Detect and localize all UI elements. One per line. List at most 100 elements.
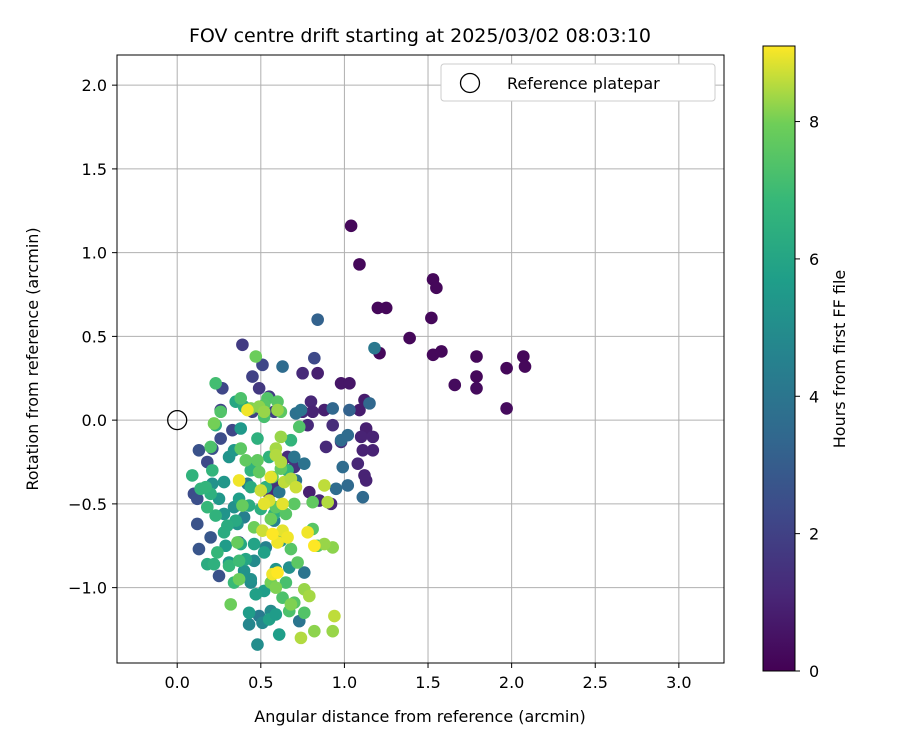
y-axis-ticks: −1.0 −0.5 0.0 0.5 1.0 1.5 2.0 (68, 76, 117, 598)
data-point (249, 350, 263, 363)
data-point (294, 403, 308, 417)
x-tick-label: 1.5 (415, 673, 440, 692)
data-point (363, 397, 376, 410)
data-point (311, 366, 324, 380)
colorbar-label: Hours from first FF file (830, 270, 849, 449)
data-point (214, 432, 227, 445)
data-point (207, 557, 221, 571)
data-point (368, 341, 381, 355)
data-point (269, 608, 283, 621)
data-point (366, 443, 380, 457)
data-point (271, 403, 284, 417)
x-tick-label: 1.0 (332, 673, 357, 692)
data-point (190, 492, 204, 506)
y-tick-label: −1.0 (68, 579, 107, 598)
data-point (354, 430, 368, 444)
data-point (287, 497, 301, 511)
y-tick-label: 1.0 (82, 244, 107, 263)
y-axis-label: Rotation from reference (arcmin) (23, 227, 42, 490)
data-point (351, 457, 365, 470)
data-point (192, 542, 206, 556)
data-point (232, 572, 246, 586)
data-point (366, 430, 380, 444)
data-point (284, 433, 298, 447)
data-point (470, 350, 483, 363)
data-point (341, 479, 355, 492)
data-point (232, 474, 246, 487)
data-point (234, 392, 248, 405)
data-point (341, 428, 355, 442)
x-tick-label: 0.5 (248, 673, 273, 692)
data-point (291, 556, 304, 569)
data-point (321, 495, 334, 509)
data-point (251, 432, 264, 445)
data-point (311, 313, 324, 326)
data-point (284, 542, 298, 556)
data-point (279, 507, 293, 521)
data-point (294, 631, 308, 645)
data-point (211, 546, 224, 559)
y-tick-label: 0.0 (82, 411, 107, 430)
data-point (517, 350, 530, 363)
data-point (241, 403, 254, 417)
data-point (281, 531, 294, 544)
y-tick-label: 2.0 (82, 76, 107, 95)
data-point (303, 589, 316, 603)
reference-platepar-marker (167, 409, 188, 431)
legend: Reference platepar (440, 63, 716, 102)
data-point (353, 403, 366, 417)
data-point (326, 418, 340, 432)
data-point (219, 539, 232, 553)
data-point (356, 443, 370, 457)
chart-title: FOV centre drift starting at 2025/03/02 … (189, 25, 651, 47)
data-point (269, 581, 283, 594)
data-point (297, 606, 311, 620)
data-point (343, 403, 356, 417)
legend-marker-icon (459, 72, 481, 94)
data-point (254, 484, 268, 497)
data-point (231, 536, 244, 549)
data-point (249, 588, 263, 601)
colorbar-tick-label: 8 (809, 113, 819, 132)
data-point (276, 591, 289, 604)
colorbar-ticks: 0 2 4 6 8 (795, 113, 819, 681)
data-point (232, 554, 246, 568)
data-point (207, 417, 221, 430)
data-point (256, 524, 269, 537)
data-points (167, 219, 532, 651)
data-point (251, 638, 264, 651)
data-point (318, 479, 331, 492)
plot-area-frame (116, 54, 725, 664)
data-point (190, 517, 204, 531)
data-point (308, 351, 321, 365)
data-point (272, 628, 286, 641)
data-point (257, 405, 271, 419)
data-point (256, 358, 269, 372)
data-point (284, 598, 298, 611)
data-point (435, 345, 448, 358)
data-point (252, 465, 266, 479)
data-point (297, 566, 311, 579)
data-point (209, 509, 222, 522)
data-point (234, 442, 248, 455)
data-point (287, 450, 301, 464)
data-point (318, 537, 331, 551)
data-point (425, 311, 438, 325)
y-tick-label: 0.5 (82, 327, 107, 346)
data-point (308, 539, 321, 553)
data-point (257, 497, 271, 511)
colorbar-tick-label: 4 (809, 387, 819, 406)
data-point (236, 338, 249, 352)
data-point (244, 480, 258, 494)
data-point (518, 360, 532, 373)
data-point (304, 395, 318, 409)
data-point (212, 569, 226, 583)
data-point (403, 331, 416, 345)
data-point (344, 219, 358, 233)
data-point (328, 609, 341, 623)
data-point (209, 376, 222, 390)
legend-label: Reference platepar (507, 74, 660, 93)
data-point (257, 546, 271, 559)
data-point (222, 559, 236, 573)
